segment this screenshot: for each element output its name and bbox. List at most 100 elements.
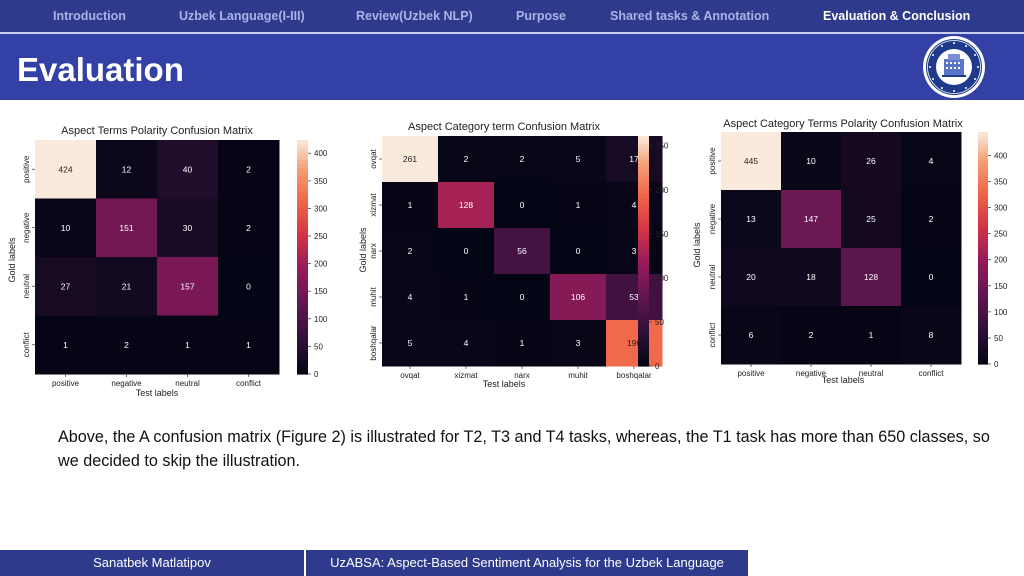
colorbar-segment — [978, 282, 988, 288]
colorbar-segment — [638, 212, 649, 218]
x-tick-label: xizmat — [454, 371, 478, 380]
colorbar-segment — [638, 312, 649, 317]
colorbar-segment — [978, 209, 988, 214]
colorbar-segment — [638, 339, 649, 344]
colorbar-segment — [297, 257, 308, 262]
y-tick-label: xizmat — [369, 193, 378, 217]
heatmap-cell — [157, 198, 219, 258]
colorbar-segment — [978, 193, 988, 199]
heatmap-cell — [721, 248, 782, 307]
heatmap-cell — [218, 198, 280, 258]
colorbar-segment — [297, 268, 308, 274]
chart-title: Aspect Category term Confusion Matrix — [408, 121, 600, 133]
y-tick-label: conflict — [708, 322, 717, 348]
nav-item-shared-tasks[interactable]: Shared tasks & Annotation — [610, 9, 770, 23]
colorbar-segment — [638, 228, 649, 233]
heatmap-cell — [606, 274, 663, 321]
colorbar-segment — [978, 309, 988, 315]
heatmap-cell — [157, 315, 219, 375]
colorbar-segment — [638, 147, 649, 152]
heatmap-cell — [438, 320, 495, 367]
heatmap-cell — [901, 306, 962, 365]
colorbar-tick-label: 150 — [655, 230, 669, 239]
colorbar-segment — [638, 354, 649, 359]
colorbar-segment — [978, 170, 988, 176]
colorbar-segment — [638, 331, 649, 336]
footer-talk-title: UzABSA: Aspect-Based Sentiment Analysis … — [306, 550, 748, 576]
y-tick-label: positive — [22, 155, 31, 183]
heatmap-cell — [494, 136, 551, 183]
colorbar-segment — [978, 155, 988, 160]
heatmap-cell — [550, 136, 607, 183]
colorbar-tick-label: 200 — [314, 260, 328, 269]
colorbar-segment — [978, 255, 988, 261]
colorbar-segment — [638, 285, 649, 290]
cell-value-label: 2 — [929, 214, 934, 224]
nav-item-purpose[interactable]: Purpose — [516, 9, 567, 23]
cell-value-label: 147 — [804, 214, 818, 224]
heatmap-cell — [550, 320, 607, 367]
colorbar-tick-label: 250 — [994, 230, 1008, 239]
colorbar-segment — [297, 225, 308, 231]
y-tick-label: neutral — [708, 265, 717, 290]
heatmap-cell — [382, 182, 439, 229]
nav-item-review[interactable]: Review(Uzbek NLP) — [356, 9, 473, 23]
heatmap-cell — [382, 228, 439, 275]
nav-item-introduction[interactable]: Introduction — [53, 9, 126, 23]
colorbar-segment — [638, 189, 649, 195]
cell-value-label: 0 — [520, 292, 525, 302]
x-tick-label: negative — [796, 369, 827, 378]
cell-value-label: 1 — [520, 338, 525, 348]
nav-item-uzbek-language[interactable]: Uzbek Language(I-III) — [179, 9, 305, 23]
cell-value-label: 56 — [517, 246, 527, 256]
colorbar-segment — [638, 362, 649, 367]
colorbar-segment — [978, 182, 988, 187]
cell-value-label: 25 — [866, 214, 876, 224]
colorbar-segment — [978, 271, 988, 276]
colorbar-segment — [638, 205, 649, 210]
colorbar-segment — [978, 251, 988, 257]
cell-value-label: 1 — [464, 292, 469, 302]
figure-caption: Above, the A confusion matrix (Figure 2)… — [58, 428, 990, 470]
colorbar-segment — [638, 197, 649, 202]
cell-value-label: 53 — [629, 292, 639, 302]
nav-item-evaluation[interactable]: Evaluation & Conclusion — [823, 9, 971, 23]
x-axis-label: Test labels — [136, 388, 179, 398]
colorbar-segment — [297, 233, 308, 239]
colorbar-segment — [297, 284, 308, 289]
cell-value-label: 1 — [246, 340, 251, 350]
title-band — [0, 34, 1024, 100]
colorbar-segment — [638, 224, 649, 229]
colorbar-segment — [978, 290, 988, 295]
cell-value-label: 0 — [929, 272, 934, 282]
colorbar-tick-label: 100 — [314, 315, 328, 324]
colorbar-segment — [978, 325, 988, 330]
heatmap-cell — [841, 132, 902, 191]
heatmap-cell — [901, 190, 962, 249]
colorbar-segment — [978, 244, 988, 249]
colorbar-segment — [297, 276, 308, 281]
colorbar-segment — [638, 270, 649, 275]
y-tick-label: muhit — [369, 286, 378, 306]
x-axis-label: Test labels — [483, 379, 526, 389]
colorbar-segment — [978, 333, 988, 338]
colorbar-tick-label: 400 — [994, 151, 1008, 160]
x-tick-label: muhit — [568, 371, 588, 380]
colorbar-segment — [978, 302, 988, 307]
colorbar-segment — [297, 260, 308, 266]
heatmap-cell — [841, 248, 902, 307]
cell-value-label: 5 — [576, 154, 581, 164]
colorbar-segment — [978, 317, 988, 323]
colorbar-segment — [638, 174, 649, 179]
cell-value-label: 128 — [459, 200, 473, 210]
cell-value-label: 30 — [183, 223, 193, 233]
colorbar-segment — [297, 249, 308, 254]
colorbar-tick-label: 200 — [655, 186, 669, 195]
colorbar-segment — [297, 350, 308, 356]
heatmap-cell — [721, 132, 782, 191]
colorbar-segment — [978, 321, 988, 326]
colorbar-segment — [638, 258, 649, 264]
colorbar-segment — [638, 358, 649, 363]
x-axis-label: Test labels — [822, 375, 865, 385]
colorbar-segment — [297, 288, 308, 293]
